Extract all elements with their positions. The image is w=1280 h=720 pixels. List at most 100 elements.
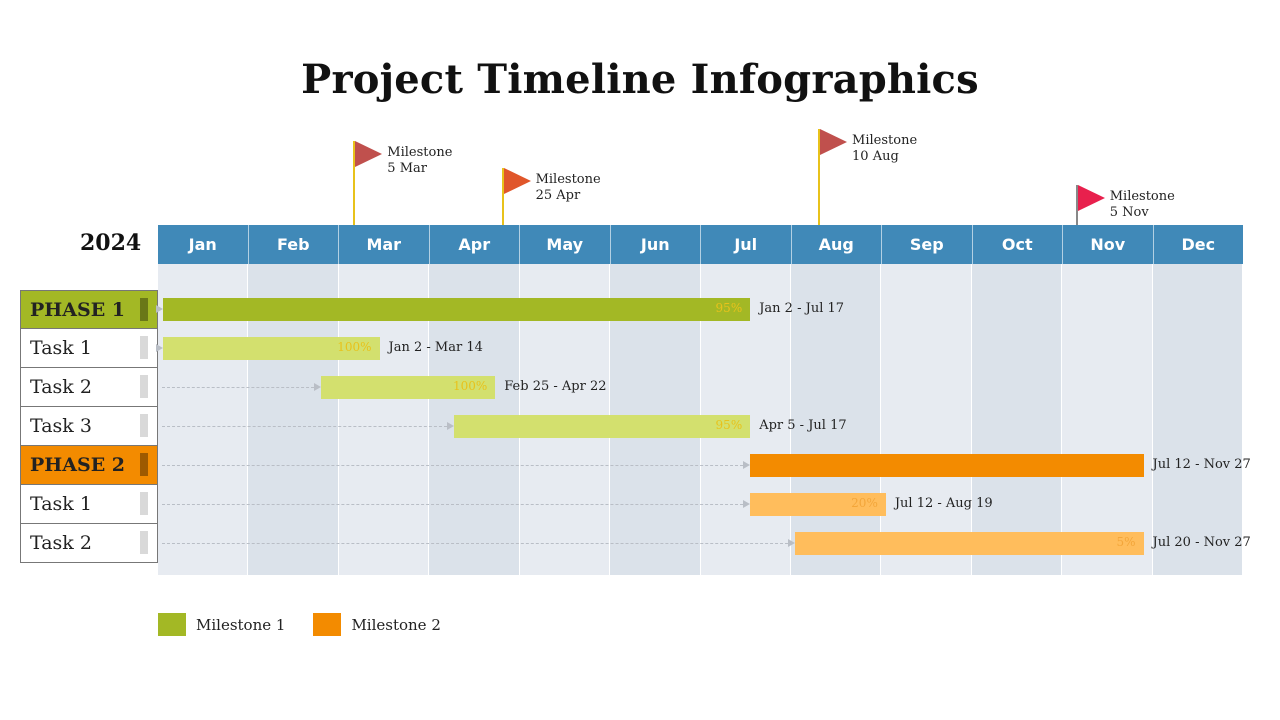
flag-icon [355, 141, 383, 167]
date-range: Apr 5 - Jul 17 [759, 418, 847, 433]
milestone-text: Milestone 5 Nov [1110, 189, 1175, 221]
year-label: 2024 [80, 230, 142, 256]
row-label-text: PHASE 1 [30, 298, 126, 321]
connector-line [162, 465, 744, 466]
date-range: Jan 2 - Jul 17 [759, 301, 845, 316]
date-range: Jan 2 - Mar 14 [388, 340, 483, 355]
connector-arrow-icon [743, 500, 751, 508]
milestone-date: 5 Mar [387, 161, 427, 176]
task-row: 100% Feb 25 - Apr 22 [158, 368, 1243, 407]
phase-row: Jul 12 - Nov 27 [158, 446, 1251, 485]
connector-line [162, 543, 789, 544]
row-labels: PHASE 1 Task 1 Task 2 Task 3 PHASE 2 Task 1 Ta… [20, 290, 158, 563]
month-feb: Feb [249, 225, 339, 264]
row-tab [140, 375, 148, 398]
date-range: Feb 25 - Apr 22 [504, 379, 607, 394]
task-bar: 100% [320, 376, 496, 399]
milestone-text: Milestone 5 Mar [387, 145, 452, 177]
milestone-date: 10 Aug [852, 149, 899, 164]
progress-percent: 20% [851, 496, 878, 510]
connector-arrow-icon [313, 383, 321, 391]
task-row: 20% Jul 12 - Aug 19 [158, 485, 1243, 524]
connector-arrow-icon [446, 422, 454, 430]
legend-item: Milestone 1 [158, 613, 285, 636]
milestone-label: Milestone [852, 133, 918, 148]
row-label-text: Task 3 [30, 415, 92, 437]
phase-bar [750, 454, 1144, 477]
date-range: Jul 12 - Nov 27 [1152, 457, 1251, 472]
row-tab [140, 453, 148, 476]
date-range: Jul 20 - Nov 27 [1152, 535, 1251, 550]
task-row: 100% Jan 2 - Mar 14 [155, 329, 1243, 368]
task-bar: 5% [795, 532, 1144, 555]
progress-percent: 95% [715, 301, 743, 315]
row-label-text: Task 2 [30, 532, 92, 554]
month-aug: Aug [792, 225, 882, 264]
flag-icon [503, 168, 531, 194]
legend: Milestone 1 Milestone 2 [158, 613, 469, 636]
month-oct: Oct [973, 225, 1063, 264]
month-may: May [520, 225, 611, 264]
phase-bar: 95% [162, 298, 751, 321]
phase-label: PHASE 1 [20, 290, 158, 329]
task-row: 5% Jul 20 - Nov 27 [158, 524, 1251, 563]
progress-percent: 100% [337, 340, 372, 354]
task-label: Task 3 [20, 407, 158, 446]
task-row: 95% Apr 5 - Jul 17 [158, 407, 1243, 446]
month-column [1062, 264, 1153, 575]
milestone-pole [501, 168, 504, 225]
month-jan: Jan [158, 225, 249, 264]
task-bar: 95% [453, 415, 751, 438]
month-mar: Mar [339, 225, 430, 264]
row-tab [140, 492, 148, 515]
month-jul: Jul [701, 225, 792, 264]
row-tab [140, 336, 148, 359]
connector-arrow-icon [788, 539, 796, 547]
legend-label: Milestone 1 [196, 615, 286, 634]
legend-label: Milestone 2 [351, 615, 441, 634]
progress-percent: 5% [1116, 535, 1136, 549]
milestone-pole [1075, 185, 1078, 225]
connector-arrow-icon [155, 305, 163, 313]
month-apr: Apr [430, 225, 520, 264]
milestone-date: 25 Apr [535, 188, 581, 203]
month-column [881, 264, 972, 575]
month-column [790, 264, 882, 575]
milestone-date: 5 Nov [1109, 205, 1149, 220]
row-tab [140, 298, 148, 321]
connector-line [162, 426, 447, 427]
row-label-text: PHASE 2 [30, 454, 126, 476]
legend-swatch [313, 613, 342, 636]
milestone-text: Milestone 25 Apr [536, 172, 601, 204]
legend-item: Milestone 2 [313, 613, 441, 636]
phase-label: PHASE 2 [20, 446, 158, 485]
task-label: Task 1 [20, 329, 158, 368]
row-label-text: Task 1 [30, 337, 92, 359]
month-column [971, 264, 1063, 575]
progress-percent: 100% [452, 379, 488, 393]
month-sep: Sep [882, 225, 973, 264]
page-title: Project Timeline Infographics [301, 56, 979, 103]
row-label-text: Task 1 [30, 493, 92, 515]
task-label: Task 2 [20, 524, 158, 563]
task-bar: 100% [162, 337, 380, 360]
row-tab [140, 414, 148, 437]
milestone-text: Milestone 10 Aug [852, 133, 917, 165]
phase-row: 95% Jan 2 - Jul 17 [155, 290, 1243, 329]
row-label-text: Task 2 [30, 376, 92, 398]
flag-icon [820, 129, 848, 155]
month-header: Jan Feb Mar Apr May Jun Jul Aug Sep Oct Nov Dec [158, 225, 1243, 264]
connector-arrow-icon [155, 344, 163, 352]
milestone-label: Milestone [535, 172, 601, 187]
milestone-pole [353, 141, 356, 225]
milestone-label: Milestone [1109, 189, 1175, 204]
row-tab [140, 531, 148, 554]
milestone-pole [818, 129, 821, 225]
month-dec: Dec [1181, 235, 1216, 254]
task-bar: 20% [750, 493, 886, 516]
month-column [1152, 264, 1244, 575]
connector-line [162, 387, 314, 388]
legend-swatch [158, 613, 186, 636]
progress-percent: 95% [715, 418, 743, 432]
month-nov: Nov [1063, 225, 1154, 264]
